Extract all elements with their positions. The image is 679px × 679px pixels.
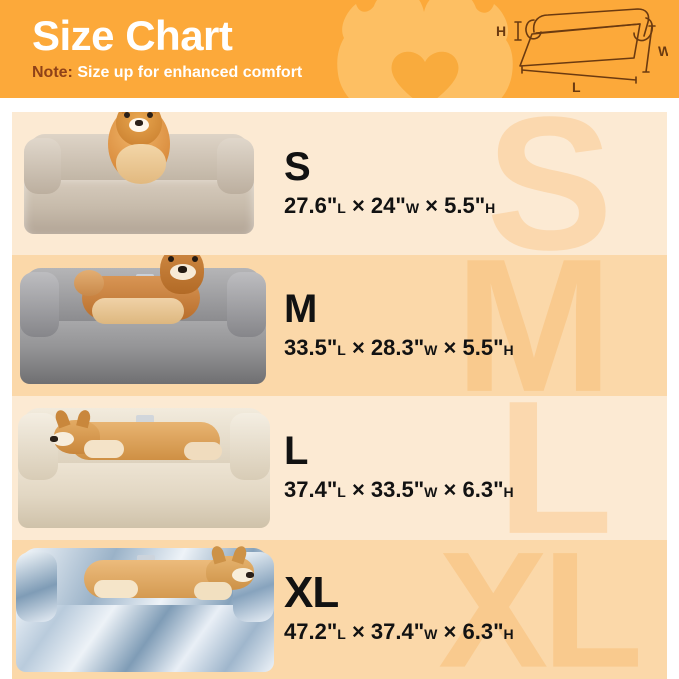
dim-sep2-m: × <box>443 334 457 360</box>
dim-length-unit-l: L <box>337 484 346 500</box>
product-photo-m <box>12 255 274 384</box>
size-info-m: M 33.5"L × 28.3"W × 5.5"H <box>274 287 667 365</box>
dim-sep2-xl: × <box>443 618 457 644</box>
dim-width-s: 24" <box>370 192 406 218</box>
dim-length-unit-xl: L <box>337 625 346 642</box>
table-row-xl[interactable]: XL <box>12 540 667 679</box>
pet-bed-dimension-diagram-icon: H W L <box>496 8 668 94</box>
diagram-label-l: L <box>572 79 581 94</box>
header-banner: Size Chart Note: Size up for enhanced co… <box>0 0 679 98</box>
dim-width-l: 33.5" <box>370 477 425 502</box>
dim-width-unit-s: W <box>405 199 420 216</box>
dim-length-m: 33.5" <box>284 334 338 360</box>
dim-sep2-l: × <box>443 477 457 502</box>
dimensions-l: 37.4"L × 33.5"W × 6.3"H <box>284 475 667 507</box>
table-row-l[interactable]: L <box>12 396 667 540</box>
dim-sep1-m: × <box>351 334 365 360</box>
note-text: Size up for enhanced comfort <box>72 64 303 81</box>
size-rows-container: S <box>12 112 667 679</box>
diagram-label-w: W <box>658 43 668 59</box>
dim-width-xl: 37.4" <box>370 618 425 644</box>
note-label: Note: <box>32 64 73 81</box>
dog-face-heart-watermark-icon <box>337 0 513 98</box>
dimensions-xl: 47.2"L × 37.4"W × 6.3"H <box>284 617 667 649</box>
page-title: Size Chart <box>32 12 233 59</box>
dim-height-unit-m: H <box>503 341 514 358</box>
dim-sep1-xl: × <box>351 618 365 644</box>
dimensions-s: 27.6"L × 24"W × 5.5"H <box>284 191 667 223</box>
dim-length-s: 27.6" <box>284 192 338 218</box>
dim-width-unit-m: W <box>424 341 438 358</box>
size-info-xl: XL 47.2"L × 37.4"W × 6.3"H <box>274 567 667 649</box>
dim-length-unit-m: L <box>337 341 346 358</box>
dimensions-m: 33.5"L × 28.3"W × 5.5"H <box>284 333 667 365</box>
dim-width-unit-xl: W <box>424 625 438 642</box>
dim-height-unit-xl: H <box>503 625 514 642</box>
dim-width-m: 28.3" <box>370 334 425 360</box>
size-label-l: L <box>284 429 308 473</box>
dim-height-s: 5.5" <box>444 192 486 218</box>
dim-length-l: 37.4" <box>284 477 338 502</box>
dim-length-unit-s: L <box>337 199 346 216</box>
brand-tag-l <box>136 415 155 427</box>
diagram-label-h: H <box>496 23 506 39</box>
dim-sep1-l: × <box>351 477 365 502</box>
size-label-s: S <box>284 144 311 189</box>
dim-height-unit-l: H <box>503 484 514 500</box>
header-note: Note: Size up for enhanced comfort <box>32 62 302 84</box>
product-photo-s <box>12 112 274 234</box>
dim-length-xl: 47.2" <box>284 618 338 644</box>
table-row-m[interactable]: M <box>12 255 667 396</box>
dim-sep1-s: × <box>351 192 365 218</box>
size-info-l: L 37.4"L × 33.5"W × 6.3"H <box>274 429 667 507</box>
header-text-block: Size Chart Note: Size up for enhanced co… <box>32 10 302 84</box>
dim-height-unit-s: H <box>485 199 496 216</box>
dim-height-l: 6.3" <box>462 477 504 502</box>
table-row-s[interactable]: S <box>12 112 667 255</box>
dim-sep2-s: × <box>425 192 439 218</box>
dim-width-unit-l: W <box>424 484 438 500</box>
size-label-xl: XL <box>284 567 339 617</box>
dim-height-m: 5.5" <box>462 334 504 360</box>
dim-height-xl: 6.3" <box>462 618 504 644</box>
product-photo-xl <box>12 544 274 672</box>
size-info-s: S 27.6"L × 24"W × 5.5"H <box>274 145 667 223</box>
product-photo-l <box>12 408 274 528</box>
size-label-m: M <box>284 286 317 331</box>
